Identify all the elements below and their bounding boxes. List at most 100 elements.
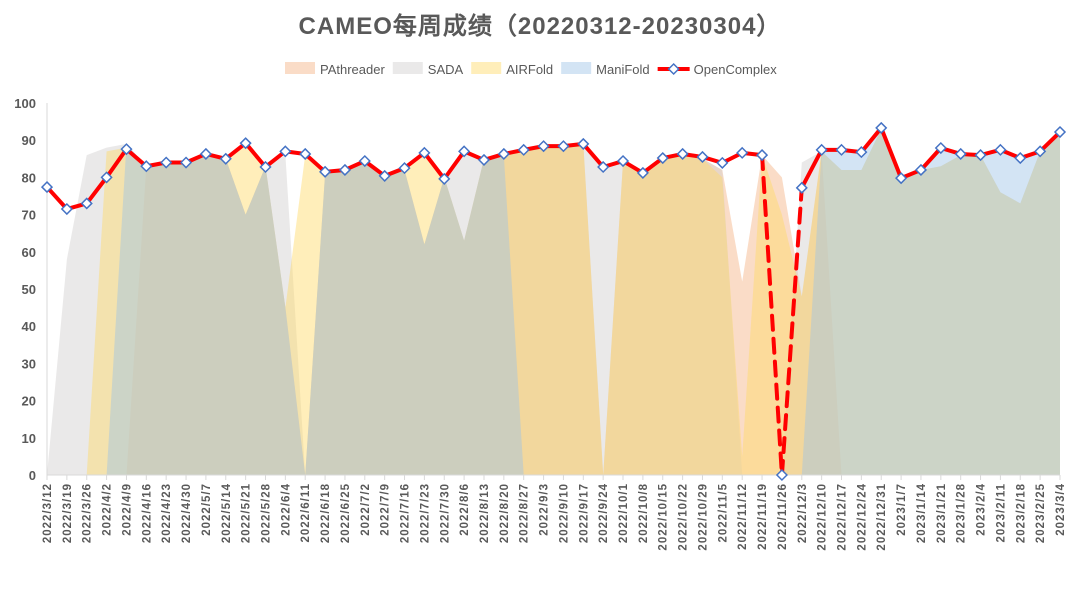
x-tick-label: 2022/5/28 — [260, 483, 272, 543]
data-point-marker — [458, 145, 471, 158]
data-point-marker — [895, 172, 908, 185]
data-point-marker — [994, 143, 1007, 156]
chart-title: CAMEO每周成绩（20220312-20230304） — [299, 12, 782, 40]
x-tick-label: 2022/4/30 — [181, 483, 193, 543]
line-segment — [124, 147, 149, 169]
data-point-marker — [140, 160, 153, 173]
data-point-marker — [438, 172, 451, 185]
data-point-marker — [835, 143, 848, 156]
x-tick-label: 2022/7/30 — [439, 483, 451, 543]
data-point-marker — [795, 181, 808, 194]
data-point-marker — [120, 143, 133, 156]
data-point-marker — [537, 140, 550, 153]
x-tick-label: 2022/6/11 — [300, 483, 312, 543]
x-tick-label: 2023/1/28 — [956, 483, 968, 543]
line-segment — [303, 151, 328, 174]
data-point-marker — [219, 152, 232, 165]
x-tick-label: 2022/11/26 — [777, 483, 789, 550]
x-tick-label: 2022/10/29 — [697, 483, 709, 551]
x-tick-label: 2022/11/5 — [717, 483, 729, 543]
x-tick-label: 2022/3/26 — [82, 483, 94, 543]
data-point-marker — [398, 162, 411, 175]
x-tick-label: 2023/2/25 — [1035, 483, 1047, 543]
y-tick-label: 20 — [22, 394, 36, 409]
area-airfold — [47, 129, 1060, 475]
axes — [46, 103, 1061, 480]
data-point-marker — [597, 160, 610, 174]
data-point-marker — [418, 146, 431, 159]
data-point-marker — [497, 147, 510, 161]
data-point-marker — [855, 146, 868, 159]
data-point-marker — [239, 137, 252, 150]
line-segment — [859, 125, 884, 155]
line-segment — [779, 185, 804, 477]
x-tick-label: 2022/10/1 — [618, 483, 630, 543]
x-tick-label: 2022/5/21 — [241, 483, 253, 543]
area-manifold — [47, 129, 1060, 475]
x-tick-label: 2022/12/17 — [837, 483, 849, 551]
x-tick-label: 2022/12/3 — [797, 483, 809, 543]
data-point-marker — [100, 171, 113, 184]
x-tick-label: 2023/2/4 — [976, 483, 988, 536]
data-point-marker — [259, 160, 272, 174]
x-tick-label: 2022/6/4 — [280, 483, 292, 536]
x-tick-label: 2023/3/4 — [1055, 483, 1067, 536]
line-segment — [879, 125, 904, 181]
data-point-marker — [676, 147, 689, 161]
data-point-marker — [934, 141, 947, 155]
data-point-marker — [557, 140, 570, 153]
data-point-marker — [319, 165, 332, 178]
data-point-marker — [914, 163, 928, 177]
x-tick-label: 2022/5/7 — [201, 483, 213, 536]
data-point-marker — [954, 147, 967, 161]
area-pathreader — [47, 143, 1060, 475]
line-segment — [442, 149, 467, 181]
line-segment — [84, 175, 109, 206]
line-segment — [45, 185, 69, 212]
legend-item-manifold: ManiFold — [561, 62, 650, 77]
data-point-marker — [656, 151, 669, 165]
x-tick-label: 2022/7/16 — [400, 483, 412, 543]
x-tick-label: 2022/4/2 — [102, 483, 114, 536]
x-tick-label: 2022/7/2 — [360, 483, 372, 536]
x-tick-label: 2022/12/24 — [856, 483, 868, 551]
data-point-marker — [736, 146, 749, 159]
data-point-marker — [80, 197, 93, 210]
x-tick-label: 2022/3/12 — [42, 483, 54, 543]
data-point-marker — [378, 169, 391, 182]
area-sada — [47, 129, 1060, 475]
legend-swatch — [561, 62, 592, 74]
line-segment — [760, 153, 784, 477]
x-tick-label: 2023/2/18 — [1015, 483, 1027, 543]
data-point-marker — [1034, 145, 1047, 158]
line-segment — [422, 150, 447, 181]
x-tick-label: 2022/11/19 — [757, 483, 769, 550]
data-point-marker — [358, 154, 371, 168]
area-series — [47, 129, 1060, 475]
legend-item-pathreader: PAthreader — [285, 62, 385, 77]
y-tick-label: 40 — [22, 319, 36, 334]
data-point-marker — [60, 202, 73, 216]
x-tick-label: 2023/2/11 — [995, 483, 1007, 543]
y-tick-label: 100 — [14, 96, 36, 111]
x-tick-label: 2022/6/25 — [340, 483, 352, 543]
legend-swatch — [285, 62, 315, 74]
data-point-marker — [179, 156, 193, 169]
line-segment — [918, 146, 943, 172]
x-tick-label: 2022/6/18 — [320, 483, 332, 543]
data-point-marker — [160, 156, 173, 169]
line-segment — [104, 147, 129, 180]
x-tick-label: 2023/1/14 — [916, 483, 928, 543]
y-axis-ticks: 0 10 20 30 40 50 60 70 80 90 100 — [14, 96, 36, 483]
legend-label: ManiFold — [596, 62, 649, 77]
data-point-marker — [716, 156, 729, 169]
x-tick-label: 2022/8/20 — [499, 483, 511, 543]
y-tick-label: 70 — [22, 208, 36, 223]
x-tick-label: 2022/3/19 — [62, 483, 74, 543]
y-tick-label: 80 — [22, 170, 36, 185]
x-tick-label: 2022/11/12 — [737, 483, 749, 550]
line-segment — [243, 141, 268, 169]
data-point-marker — [338, 163, 352, 177]
y-tick-label: 90 — [22, 133, 36, 148]
